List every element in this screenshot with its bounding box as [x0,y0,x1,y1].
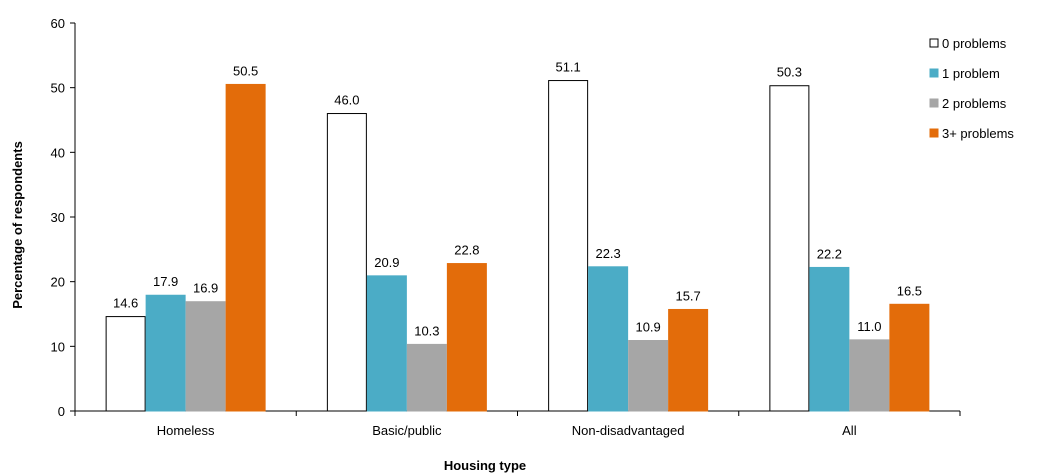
bar [406,343,447,412]
data-label: 15.7 [675,288,700,303]
y-axis-title: Percentage of respondents [10,141,25,309]
bar [185,301,226,412]
bars [105,80,930,412]
data-label: 10.3 [414,323,439,338]
x-tick-label: All [842,423,857,438]
data-label: 17.9 [153,274,178,289]
data-label: 20.9 [374,255,399,270]
y-axis: 0 10 20 30 40 50 60 [51,16,76,419]
bar [588,266,629,412]
bar [105,316,146,412]
legend-swatch [929,128,939,138]
bar [548,80,589,412]
data-label: 10.9 [635,320,660,335]
bar [809,266,850,412]
data-label: 14.6 [113,296,138,311]
legend-swatch [929,68,939,78]
x-tick-label: Homeless [157,423,215,438]
data-label: 22.3 [595,246,620,261]
legend-swatch [929,98,939,108]
legend: 0 problems 1 problem 2 problems 3+ problems [929,36,1014,141]
y-tick-label: 50 [51,81,65,96]
x-tick-label: Non-disadvantaged [572,423,685,438]
data-label: 22.2 [817,246,842,261]
x-axis-title: Housing type [444,458,526,473]
legend-label: 2 problems [942,96,1007,111]
data-label: 16.9 [193,281,218,296]
bar [145,294,186,412]
bar [769,85,810,412]
data-label: 51.1 [555,60,580,75]
bar [366,275,407,412]
legend-label: 1 problem [942,66,1000,81]
x-tick-label: Basic/public [372,423,442,438]
data-labels: 14.6 17.9 16.9 50.5 46.0 20.9 10.3 22.8 51.1 22.3… [113,60,922,339]
bar [668,308,709,412]
y-tick-label: 10 [51,339,65,354]
data-label: 50.3 [777,65,802,80]
legend-label: 3+ problems [942,126,1014,141]
y-tick-label: 20 [51,275,65,290]
legend-swatch [929,38,939,48]
data-label: 50.5 [233,63,258,78]
y-tick-label: 40 [51,145,65,160]
bar [889,303,930,412]
y-tick-label: 30 [51,210,65,225]
bar [849,339,890,412]
y-tick-label: 0 [58,404,65,419]
legend-label: 0 problems [942,36,1007,51]
bar [628,340,669,412]
data-label: 46.0 [334,93,359,108]
x-axis: Homeless Basic/public Non-disadvantaged All [74,410,961,438]
data-label: 22.8 [454,243,479,258]
bar [326,113,367,412]
bar [446,263,487,412]
data-label: 16.5 [897,283,922,298]
y-tick-label: 60 [51,16,65,31]
data-label: 11.0 [857,319,881,334]
bar [225,83,266,412]
